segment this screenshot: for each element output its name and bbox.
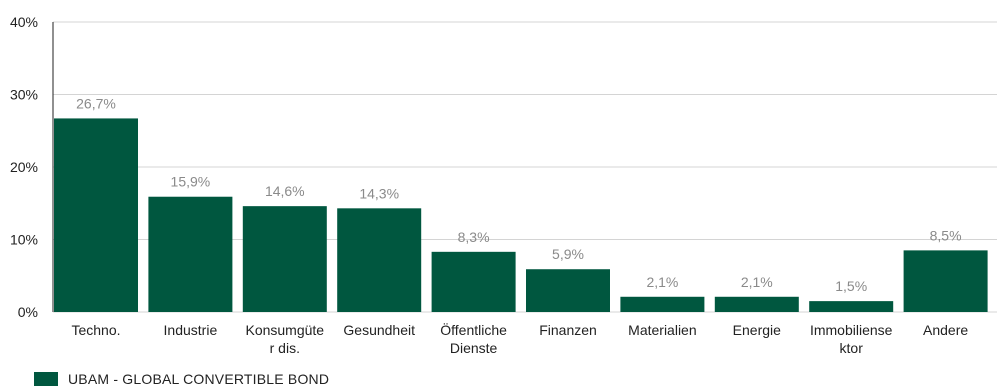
data-label: 26,7% [76, 95, 116, 111]
data-label: 14,6% [265, 183, 305, 199]
data-label: 5,9% [552, 246, 584, 262]
data-label: 14,3% [359, 185, 399, 201]
legend-swatch [34, 371, 58, 386]
x-tick-label: Techno. [71, 322, 120, 338]
bar [526, 269, 610, 312]
bar-chart: 0% 10% 20% 30% 40% 26,7% Techno. 15,9% Industrie… [10, 14, 997, 356]
x-tick-label: Industrie [164, 322, 218, 338]
y-tick-label: 30% [10, 87, 38, 103]
bar [431, 251, 516, 312]
y-tick-label: 40% [10, 14, 38, 30]
y-tick-label: 0% [18, 304, 38, 320]
data-label: 1,5% [835, 278, 867, 294]
x-tick-label: Andere [923, 322, 968, 338]
y-tick-label: 10% [10, 232, 38, 248]
bar [809, 301, 894, 312]
x-tick-label: Energie [733, 322, 781, 338]
data-label: 2,1% [741, 274, 773, 290]
data-label: 8,5% [930, 227, 962, 243]
bar [54, 118, 138, 312]
x-tick-label: Gesundheit [343, 322, 415, 338]
bar [337, 208, 422, 312]
data-label: 2,1% [646, 274, 678, 290]
bar [148, 196, 233, 312]
x-tick-label: Finanzen [539, 322, 597, 338]
bar [620, 296, 705, 312]
x-tick-label: Öffentliche Dienste [440, 321, 507, 356]
legend-label: UBAM - GLOBAL CONVERTIBLE BOND [68, 370, 330, 387]
y-tick-label: 20% [10, 159, 38, 175]
legend: UBAM - GLOBAL CONVERTIBLE BOND [34, 370, 329, 387]
data-label: 15,9% [171, 174, 211, 190]
bar [903, 250, 988, 312]
x-tick-label: Konsumgüte r dis. [245, 322, 324, 356]
bar [242, 206, 327, 312]
x-tick-label: Immobiliense ktor [810, 322, 893, 356]
x-tick-label: Materialien [628, 322, 696, 338]
data-label: 8,3% [458, 229, 490, 245]
bar [714, 296, 799, 312]
